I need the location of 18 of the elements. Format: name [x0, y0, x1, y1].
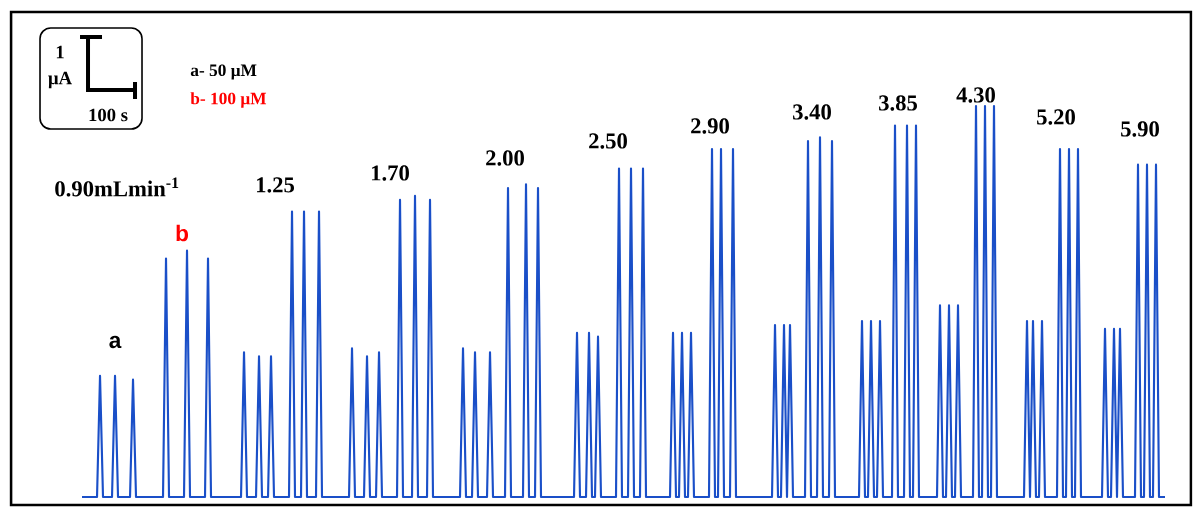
annotation: 3.85 [879, 95, 917, 111]
annotation: 2.90 [691, 118, 729, 134]
text: μA [48, 71, 72, 89]
text: 4.30 [956, 87, 995, 103]
annotation: a [109, 335, 122, 349]
annotation: b- 100 μM [190, 92, 267, 108]
annotation: 0.90mLmin$^{-1}$ [55, 177, 179, 197]
annotation: 3.40 [793, 104, 831, 120]
annotation: 1.25 [257, 177, 295, 193]
text: a- 50 μM [190, 64, 257, 80]
annotation: b [176, 224, 189, 242]
annotation: 2.00 [486, 150, 524, 166]
annotation: 100 s [89, 108, 128, 122]
annotation: 5.90 [1121, 121, 1159, 137]
annotation: 1.70 [372, 165, 409, 181]
annotation: 5.20 [1037, 109, 1075, 125]
text: 1 [56, 45, 64, 59]
annotation: 2.50 [589, 133, 627, 149]
